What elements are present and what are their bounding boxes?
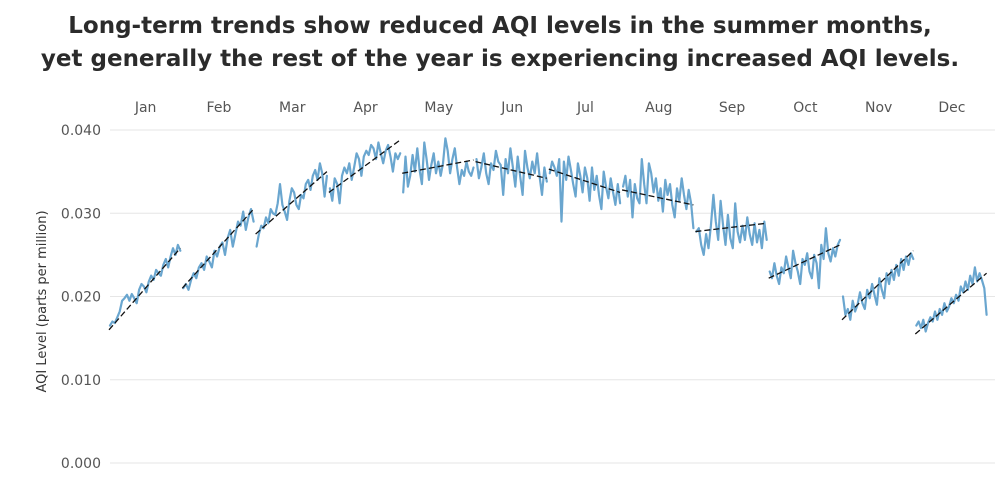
month-labels: Jan Feb Mar Apr May Jun Jul Aug Sep Oct Nov Dec xyxy=(134,100,966,116)
series-line-feb xyxy=(182,208,255,291)
series-line-jun xyxy=(475,147,548,196)
month-label-dec: Dec xyxy=(938,100,965,116)
series-line-dec xyxy=(915,266,988,333)
trend-line-nov xyxy=(841,250,914,321)
month-label-jul: Jul xyxy=(576,100,594,116)
series-lines xyxy=(108,137,988,333)
trend-line-dec xyxy=(914,272,988,335)
trend-line-jan xyxy=(108,247,181,331)
gridlines xyxy=(110,129,995,464)
chart-title-line-2: yet generally the rest of the year is ex… xyxy=(40,46,960,72)
y-tick-label: 0.010 xyxy=(61,373,101,389)
month-label-sep: Sep xyxy=(719,100,746,116)
y-axis-ticks: 0.000 0.010 0.020 0.030 0.040 xyxy=(61,123,101,472)
trend-line-sep xyxy=(695,222,767,233)
trend-line-may xyxy=(402,159,474,174)
chart-title-line-1: Long-term trends show reduced AQI levels… xyxy=(68,13,932,39)
series-line-jul xyxy=(548,155,622,223)
month-label-jan: Jan xyxy=(134,100,157,116)
month-label-aug: Aug xyxy=(645,100,672,116)
series-line-mar xyxy=(255,162,328,248)
series-line-sep xyxy=(695,193,768,256)
y-tick-label: 0.000 xyxy=(61,456,101,472)
trend-line-jun xyxy=(475,161,547,179)
trend-lines xyxy=(108,139,988,335)
trend-line-mar xyxy=(255,171,328,235)
series-line-oct xyxy=(768,227,842,290)
y-axis-title: AQI Level (parts per million) xyxy=(35,210,50,392)
y-tick-label: 0.020 xyxy=(61,290,101,306)
month-label-mar: Mar xyxy=(279,100,306,116)
series-line-apr xyxy=(328,141,402,205)
series-line-aug xyxy=(621,158,695,230)
month-label-jun: Jun xyxy=(500,100,523,116)
trend-line-jul xyxy=(548,168,621,194)
trend-line-apr xyxy=(328,139,401,193)
month-label-apr: Apr xyxy=(353,100,377,116)
trend-line-aug xyxy=(621,189,694,206)
month-label-may: May xyxy=(424,100,453,116)
y-tick-label: 0.030 xyxy=(61,206,101,222)
month-label-feb: Feb xyxy=(207,100,232,116)
month-label-oct: Oct xyxy=(793,100,818,116)
trend-line-oct xyxy=(768,244,841,279)
series-line-nov xyxy=(841,252,915,321)
month-label-nov: Nov xyxy=(865,100,892,116)
series-line-may xyxy=(402,137,475,194)
y-tick-label: 0.040 xyxy=(61,123,101,139)
chart-title: Long-term trends show reduced AQI levels… xyxy=(0,10,1000,76)
series-line-jan xyxy=(108,243,182,327)
